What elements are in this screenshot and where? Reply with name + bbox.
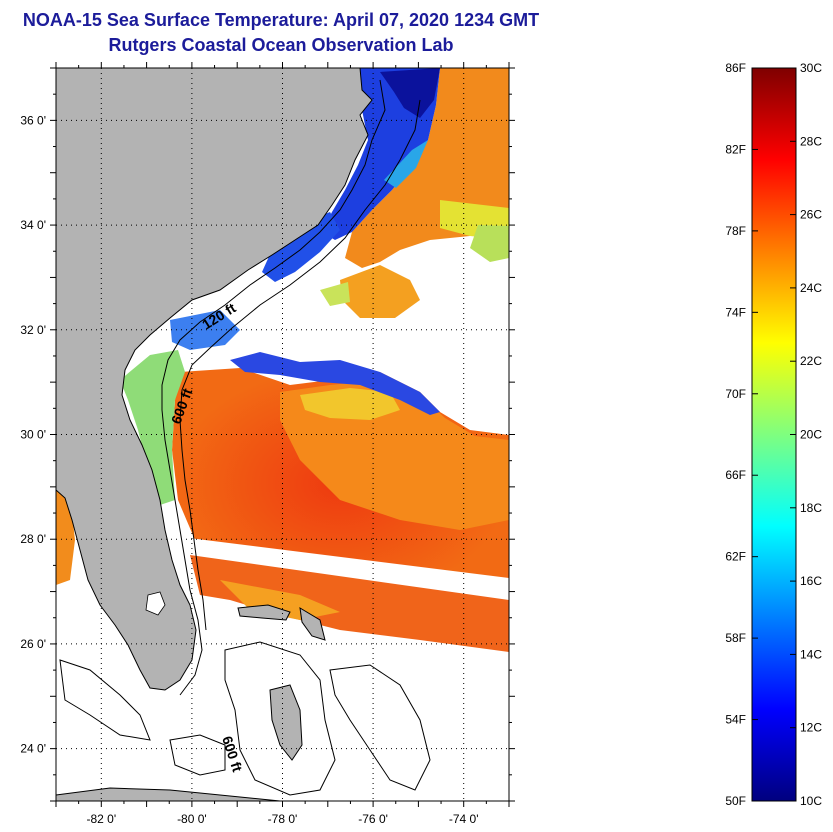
contour-cay-sal [169,734,226,776]
lat-tick-label: 30 0' [20,428,46,442]
colorbar-ticks: 86F 82F 78F 74F 70F 66F 62F 58F 54F 50F 30C 28C 26C 2… [725,61,822,808]
lat-tick-label: 34 0' [20,218,46,232]
colorbar-f-label: 74F [725,305,746,319]
temperature-colorbar: 86F 82F 78F 74F 70F 66F 62F 58F 54F 50F 30C 28C 26C 2… [725,61,822,808]
sst-patch-east [340,265,420,318]
sst-cold-filament [230,352,440,415]
contour-bahamas-outer [224,641,336,796]
lon-tick-label: -80 0' [177,812,207,826]
map-ticks: -82 0' -80 0' -78 0' -76 0' -74 0' 36 0' 34 0'… [20,62,515,826]
colorbar-c-label: 16C [800,574,822,588]
sst-shelf-cold-mid [262,212,340,282]
sst-south-swath [190,555,509,652]
colorbar-c-label: 30C [800,61,822,75]
sst-shelf-cyan-north [384,140,428,188]
colorbar-c-label: 28C [800,134,822,148]
contour-florida-keys [59,659,151,741]
lon-tick-label: -76 0' [358,812,388,826]
map-area [56,68,509,801]
lat-lon-grid [56,68,509,801]
colorbar-gradient [751,67,797,802]
sst-gulf-stream-yellow [300,388,400,420]
lon-tick-label: -82 0' [86,812,116,826]
colorbar-f-label: 86F [725,61,746,75]
sst-shelf-cold-south [170,310,240,350]
colorbar-c-label: 18C [800,501,822,515]
land-us-southeast [56,68,373,691]
map-subtitle: Rutgers Coastal Ocean Observation Lab [108,35,454,55]
colorbar-f-label: 62F [725,550,746,564]
sst-gap-strip [165,535,509,600]
colorbar-f-label: 54F [725,713,746,727]
colorbar-c-label: 22C [800,354,822,368]
colorbar-c-label: 24C [800,281,822,295]
contour-bahamas-east [329,664,431,791]
land-bahamas-abaco [299,607,326,641]
lake-okeechobee [145,591,166,616]
sst-inshore-green [120,350,185,505]
lat-tick-label: 26 0' [20,637,46,651]
sst-shelf-dark-north [380,68,440,118]
lat-tick-label: 28 0' [20,532,46,546]
colorbar-f-label: 78F [725,224,746,238]
colorbar-c-label: 12C [800,721,822,735]
land-bahamas-north [237,604,291,621]
colorbar-c-label: 10C [800,794,822,808]
contour-120ft [161,79,386,696]
sst-offshore-green [470,225,509,262]
colorbar-f-label: 70F [725,387,746,401]
lon-tick-label: -78 0' [268,812,298,826]
colorbar-f-label: 66F [725,468,746,482]
lon-tick-label: -74 0' [449,812,479,826]
colorbar-c-label: 20C [800,428,822,442]
land-cuba [56,787,281,801]
lat-tick-label: 36 0' [20,113,46,127]
lat-tick-label: 24 0' [20,742,46,756]
lat-tick-label: 32 0' [20,323,46,337]
contour-600ft [179,99,421,631]
colorbar-f-label: 82F [725,142,746,156]
colorbar-c-label: 26C [800,208,822,222]
colorbar-f-label: 50F [725,794,746,808]
colorbar-f-label: 58F [725,631,746,645]
colorbar-c-label: 14C [800,647,822,661]
map-title: NOAA-15 Sea Surface Temperature: April 0… [22,10,540,30]
land-bahamas-andros [269,684,303,761]
sst-patch-east-green [320,282,350,306]
